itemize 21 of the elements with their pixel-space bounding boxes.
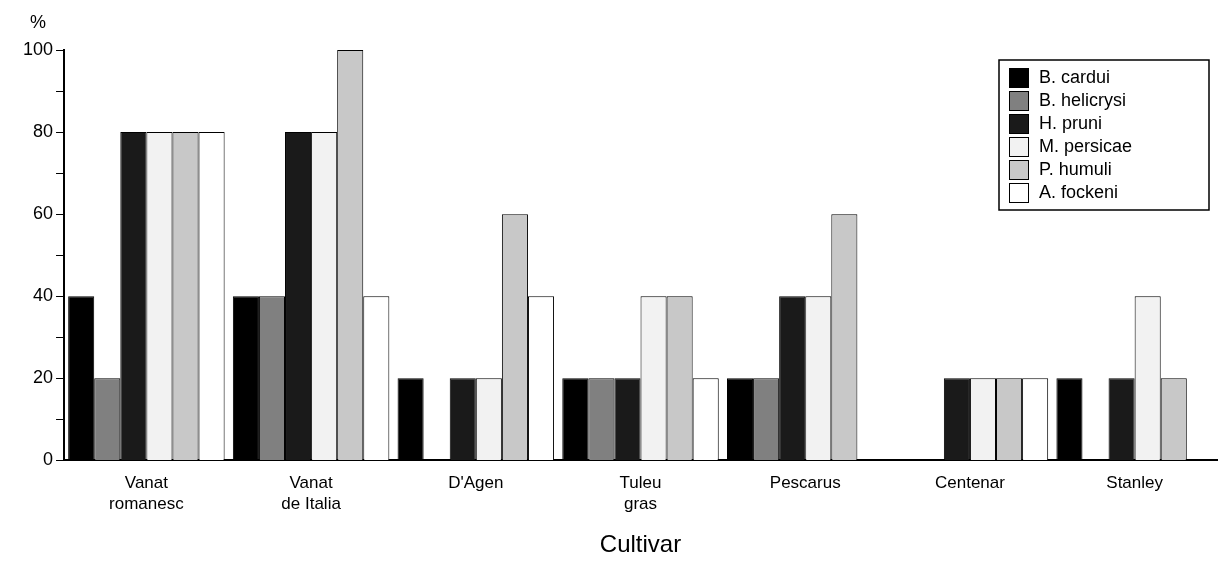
x-tick-label: Tuleu gras [619, 473, 662, 513]
y-tick-label: 0 [43, 449, 54, 470]
legend-label: B. helicrysi [1039, 89, 1127, 110]
y-axis-title: % [30, 12, 47, 33]
x-tick-label: Stanley [1106, 473, 1164, 493]
y-tick-label: 40 [33, 285, 54, 306]
y-tick-label: 60 [33, 203, 54, 224]
y-tick-label: 100 [22, 38, 54, 59]
legend-label: H. pruni [1039, 112, 1103, 133]
legend-label: A. fockeni [1039, 181, 1119, 202]
legend-label: M. persicae [1039, 135, 1133, 156]
x-tick-label: Pescarus [769, 473, 841, 493]
y-tick-label: 80 [33, 121, 54, 142]
legend-label: P. humuli [1039, 158, 1112, 179]
y-tick-label: 20 [33, 367, 54, 388]
x-tick-label: Vanat de Italia [281, 473, 342, 513]
x-tick-label: Centenar [934, 473, 1006, 493]
x-axis-title: Cultivar [599, 530, 682, 558]
x-tick-label: D'Agen [448, 473, 504, 493]
legend-label: B. cardui [1039, 66, 1111, 87]
x-tick-label: Vanat romanesc [109, 473, 185, 513]
